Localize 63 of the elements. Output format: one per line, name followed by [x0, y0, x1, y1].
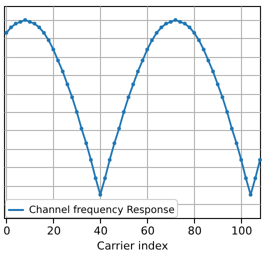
point: [258, 158, 262, 162]
point: [28, 20, 32, 24]
point: [168, 20, 173, 24]
point: [4, 31, 8, 35]
x-tick-label: 0: [3, 224, 10, 238]
point: [206, 58, 210, 62]
point: [32, 22, 36, 26]
point: [56, 58, 60, 62]
point: [248, 192, 252, 197]
point: [98, 192, 102, 197]
point: [66, 82, 70, 86]
point: [159, 25, 164, 30]
point: [154, 31, 159, 35]
point: [174, 18, 178, 22]
point: [89, 158, 93, 162]
point: [103, 176, 107, 180]
point: [150, 38, 154, 42]
point: [108, 158, 112, 162]
x-tick-label: 20: [46, 224, 61, 238]
point: [140, 58, 144, 62]
point: [126, 95, 130, 100]
point: [239, 158, 244, 162]
point: [42, 31, 46, 35]
point: [178, 20, 182, 24]
point: [145, 48, 150, 52]
point: [164, 22, 168, 26]
point: [117, 126, 121, 130]
point: [230, 126, 234, 130]
point: [216, 82, 220, 86]
point: [253, 176, 258, 180]
point: [70, 95, 74, 100]
point: [112, 141, 116, 146]
x-tick-label: 60: [140, 224, 155, 238]
point: [60, 70, 65, 74]
x-tick-label: 40: [94, 224, 108, 238]
point: [197, 38, 201, 42]
point: [122, 110, 126, 114]
point: [182, 22, 187, 26]
x-tick-label: 100: [231, 224, 252, 238]
point: [211, 70, 215, 74]
point: [84, 141, 88, 146]
point: [234, 141, 238, 146]
point: [23, 18, 28, 22]
point: [192, 31, 196, 35]
x-tick-label: 80: [188, 224, 202, 238]
point: [188, 25, 192, 30]
point: [225, 110, 229, 114]
point: [94, 176, 98, 180]
point: [202, 48, 206, 52]
point: [136, 70, 140, 74]
point: [131, 82, 136, 86]
point: [9, 25, 13, 30]
point: [74, 110, 79, 114]
point: [80, 126, 84, 130]
point: [37, 25, 42, 30]
point: [14, 22, 18, 26]
point: [220, 95, 224, 100]
legend-label: Channel frequency Response: [29, 205, 175, 216]
point: [46, 38, 50, 42]
point: [18, 20, 22, 24]
point: [51, 48, 56, 52]
x-axis-title: Carrier index: [96, 240, 169, 252]
point: [244, 176, 248, 180]
